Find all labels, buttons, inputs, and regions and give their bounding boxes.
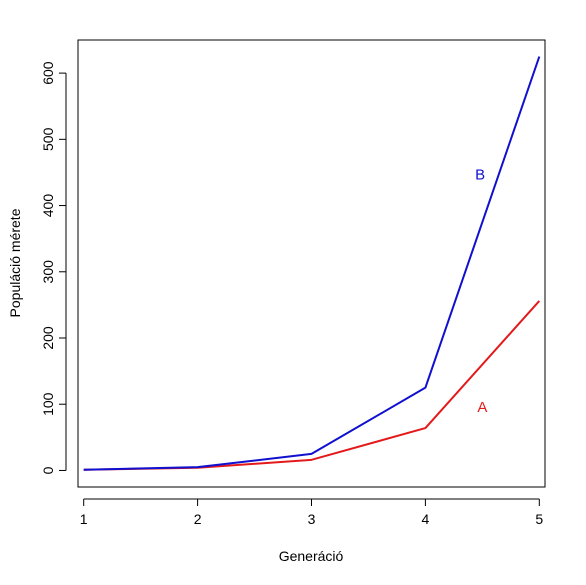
series-line-b	[83, 56, 541, 471]
y-tick-label: 300	[40, 260, 56, 284]
y-tick-label: 400	[40, 194, 56, 218]
x-tick-label: 5	[535, 511, 543, 527]
series-line-a	[83, 300, 541, 471]
x-tick-label: 4	[422, 511, 430, 527]
x-tick-label: 3	[308, 511, 316, 527]
x-tick-label: 1	[80, 511, 88, 527]
y-axis: 0 100 200 300 400 500 600	[40, 61, 67, 474]
plot-frame	[77, 39, 546, 488]
series-annotation-b: B	[475, 166, 485, 183]
y-tick-label: 0	[40, 466, 56, 474]
y-axis-label: Populáció mérete	[7, 208, 23, 317]
y-tick-label: 500	[40, 127, 56, 151]
x-tick-label: 2	[194, 511, 202, 527]
y-tick-label: 600	[40, 61, 56, 85]
y-tick-label: 100	[40, 392, 56, 416]
y-tick-label: 200	[40, 326, 56, 350]
series-annotation-a: A	[477, 399, 487, 416]
x-axis: 1 2 3 4 5	[80, 498, 543, 527]
x-axis-label: Generáció	[279, 548, 344, 564]
series-layer	[83, 56, 541, 471]
annotation-layer: BA	[475, 166, 487, 415]
